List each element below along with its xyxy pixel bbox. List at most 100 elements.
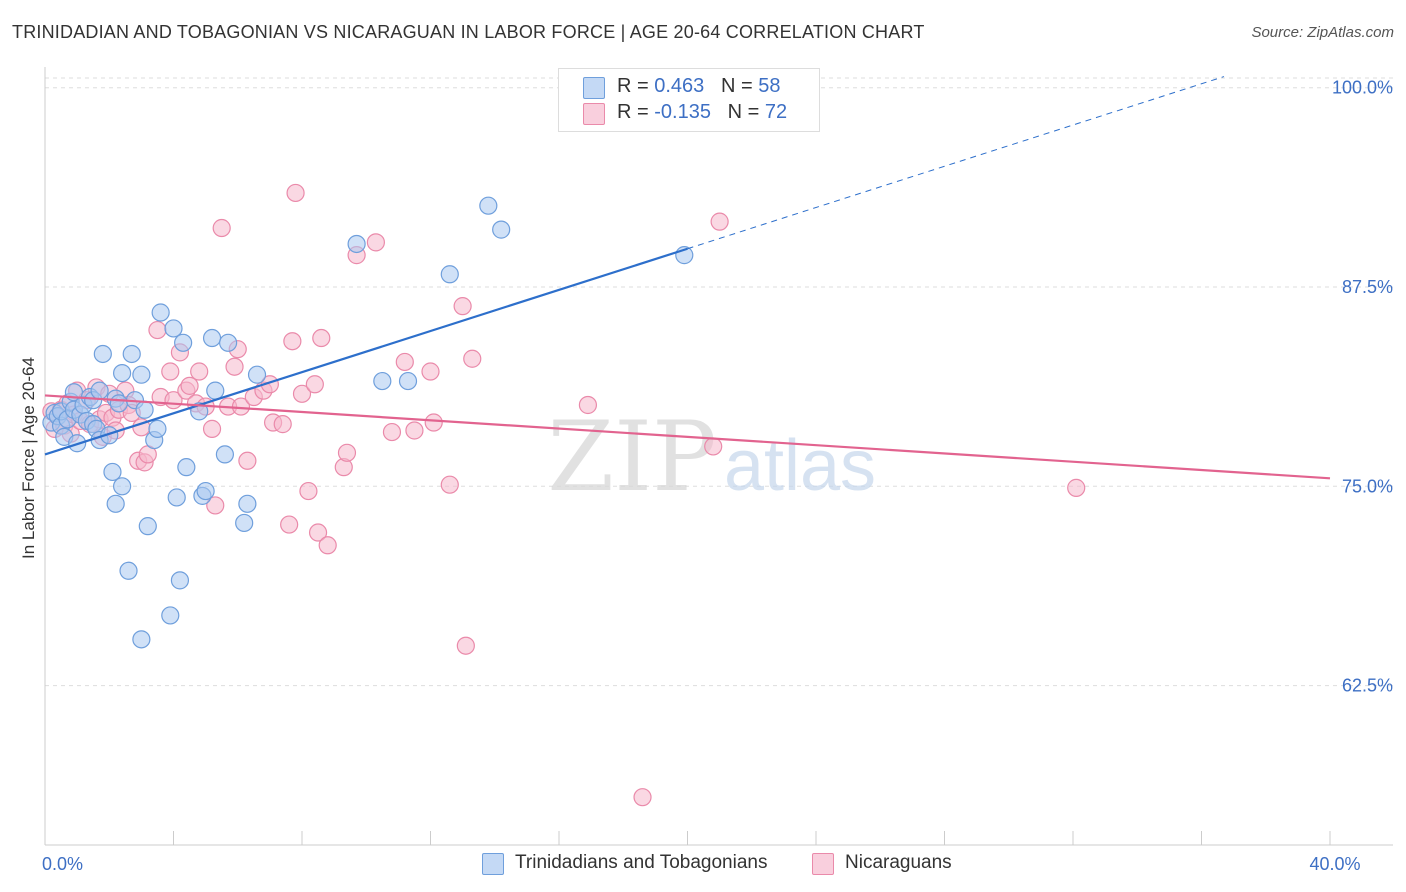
trinidadian-point [90, 381, 109, 400]
nicaraguan-point [299, 481, 318, 501]
nicaraguan-point [633, 788, 652, 807]
nicaraguan-point [382, 422, 402, 442]
pink-swatch [812, 853, 834, 875]
points-layer [42, 183, 1086, 807]
trinidadian-point [479, 196, 498, 215]
nicaraguan-trend-line [44, 394, 1331, 480]
trinidadian-point [238, 494, 257, 513]
n-label: N = [727, 101, 765, 123]
y-tick-label: 75.0% [1342, 476, 1393, 496]
trinidadian-trend-extension [687, 76, 1225, 250]
trinidadian-point [132, 630, 151, 649]
source-label: Source: ZipAtlas.com [1251, 24, 1394, 41]
blue-swatch [583, 77, 605, 99]
trinidadian-point [112, 363, 132, 383]
r-value: -0.135 [654, 101, 711, 123]
nicaraguan-point [463, 349, 482, 368]
trinidadian-point [206, 381, 225, 400]
trinidadian-point [235, 513, 254, 533]
nicaraguan-point [273, 415, 292, 434]
r-label: R = [617, 75, 655, 97]
nicaraguan-point [202, 419, 222, 438]
trinidadian-point [398, 371, 418, 391]
trinidadian-point [135, 400, 154, 419]
nicaraguan-point [225, 357, 244, 376]
nicaraguan-point [148, 320, 167, 340]
trinidadian-point [492, 220, 511, 239]
watermark-zip: ZIP [547, 401, 716, 513]
trinidadian-point [167, 488, 186, 507]
trinidadian-point [174, 333, 193, 352]
trinidadian-point [440, 265, 459, 284]
trinidadian-point [219, 333, 238, 352]
watermark: ZIP atlas [547, 401, 876, 513]
trinidadian-point [109, 394, 128, 413]
trinidadian-point [196, 481, 215, 501]
n-value: 72 [764, 101, 788, 123]
nicaraguan-point [440, 475, 459, 494]
trinidadian-point [373, 371, 392, 391]
x-tick-label: 40.0% [1309, 854, 1360, 874]
trinidadian-point [177, 458, 196, 477]
y-tick-label: 87.5% [1342, 277, 1393, 297]
nicaraguan-point [292, 384, 312, 403]
trinidadian-point [106, 494, 125, 513]
n-value: 58 [758, 75, 781, 97]
nicaraguan-point [1067, 478, 1086, 497]
nicaraguan-point [180, 376, 199, 395]
watermark-atlas: atlas [724, 426, 876, 506]
nicaraguan-point [366, 233, 385, 252]
legend-label: Nicaraguans [845, 852, 952, 873]
nicaraguan-point [283, 332, 302, 351]
y-axis-label: In Labor Force | Age 20-64 [19, 357, 38, 559]
nicaraguan-point [212, 218, 231, 238]
pink-swatch [583, 103, 605, 125]
y-tick-label: 100.0% [1332, 78, 1393, 98]
legend-label: Trinidadians and Tobagonians [515, 852, 768, 873]
tick-label-layer: 100.0% 87.5% 75.0% 62.5% 0.0% 40.0% [42, 78, 1393, 874]
stats-legend: R = 0.463 N = 58 R = -0.135 N = 72 [558, 68, 820, 132]
nicaraguan-point [280, 515, 299, 534]
nicaraguan-point [421, 362, 440, 381]
nicaraguan-point [190, 362, 209, 381]
trinidadian-point [119, 561, 138, 580]
trinidadian-point [112, 477, 132, 496]
trinidadian-point [202, 328, 222, 348]
blue-swatch [482, 853, 504, 875]
nicaraguan-point [424, 413, 443, 432]
trinidadian-point [170, 571, 190, 590]
nicaraguan-point [704, 437, 723, 456]
r-label: R = [617, 101, 655, 123]
y-tick-label: 62.5% [1342, 676, 1393, 696]
trinidadian-point [347, 234, 366, 254]
nicaraguan-point [312, 328, 331, 348]
trinidadian-point [148, 419, 167, 438]
trinidadian-point [103, 462, 122, 482]
nicaraguan-point [337, 443, 357, 462]
trinidadian-point [138, 517, 157, 536]
axis-layer [44, 67, 1393, 846]
trinidadian-point [132, 365, 151, 384]
trinidadian-point [161, 606, 180, 625]
nicaraguan-point [286, 183, 305, 203]
trinidadian-point [215, 445, 234, 464]
nicaraguan-point [238, 451, 257, 470]
nicaraguan-point [453, 297, 472, 316]
nicaraguan-point [318, 536, 337, 555]
trinidadian-point [247, 365, 267, 384]
nicaraguan-point [710, 212, 729, 231]
trinidadian-point [151, 303, 170, 322]
trinidadian-trend-line [44, 247, 688, 456]
x-tick-label: 0.0% [42, 854, 83, 874]
nicaraguan-point [395, 352, 414, 372]
nicaraguan-point [206, 496, 225, 515]
nicaraguan-point [578, 395, 598, 415]
trinidadian-point [100, 426, 119, 445]
n-label: N = [720, 75, 759, 97]
trend-layer [44, 76, 1331, 480]
trinidadian-point [122, 344, 141, 364]
nicaraguan-point [456, 636, 475, 655]
nicaraguan-point [308, 523, 328, 542]
chart-title: TRINIDADIAN AND TOBAGONIAN VS NICARAGUAN… [12, 22, 925, 42]
